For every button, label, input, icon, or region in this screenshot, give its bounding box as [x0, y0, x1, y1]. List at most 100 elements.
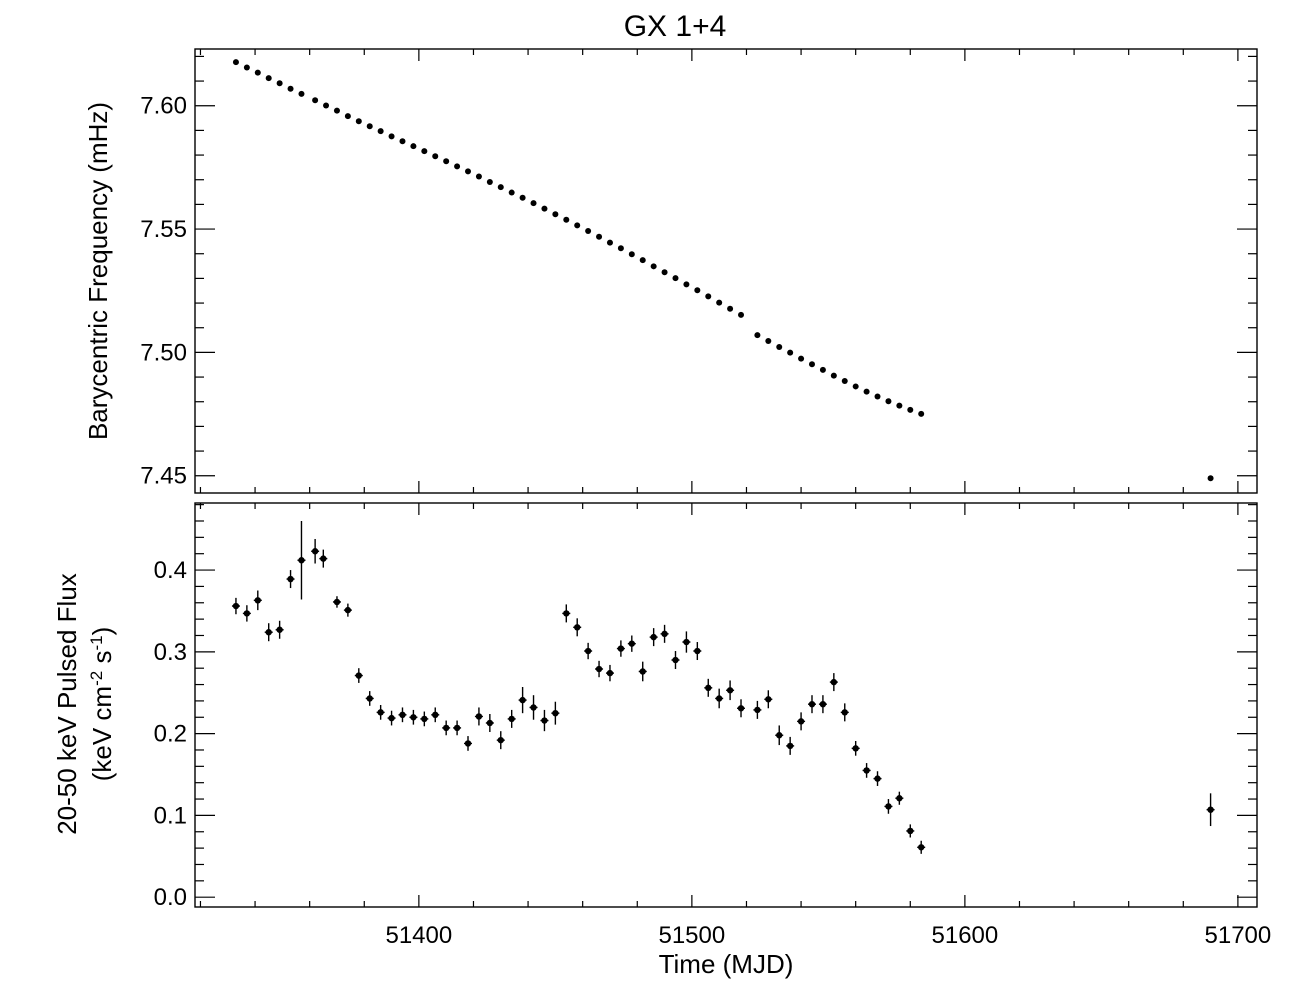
- frequency-point: [683, 281, 690, 288]
- frequency-point: [650, 263, 657, 270]
- flux-point: [705, 684, 712, 692]
- flux-point: [852, 745, 859, 752]
- x-tick-label: 51700: [1205, 922, 1272, 949]
- flux-point: [486, 719, 494, 727]
- frequency-point: [705, 293, 712, 300]
- frequency-point: [355, 118, 362, 125]
- frequency-point: [754, 332, 761, 339]
- flux-point: [497, 736, 504, 744]
- frequency-point: [574, 222, 581, 229]
- flux-point: [399, 711, 406, 719]
- flux-point: [276, 626, 283, 633]
- flux-point: [584, 647, 592, 655]
- flux-point: [298, 557, 305, 564]
- x-axis-title: Time (MJD): [659, 949, 794, 979]
- flux-point: [765, 696, 772, 703]
- frequency-point: [1207, 475, 1214, 482]
- bottom-panel-frame: [194, 502, 1258, 908]
- flux-point: [661, 630, 668, 638]
- flux-point: [541, 717, 548, 724]
- flux-point: [287, 575, 294, 583]
- flux-point: [519, 696, 526, 704]
- frequency-point: [486, 178, 493, 185]
- flux-point: [366, 695, 373, 702]
- flux-point: [808, 700, 816, 708]
- flux-point: [320, 555, 327, 562]
- frequency-point: [885, 398, 892, 405]
- flux-point: [432, 711, 439, 719]
- flux-point: [377, 709, 384, 716]
- frequency-point: [694, 287, 701, 294]
- frequency-point: [672, 275, 679, 282]
- frequency-point: [606, 239, 613, 246]
- flux-point: [672, 656, 679, 664]
- frequency-point: [617, 245, 624, 252]
- top-y-axis: 7.45 7.50 7.55 7.60: [140, 55, 1257, 490]
- frequency-point: [541, 205, 548, 212]
- frequency-point: [254, 69, 261, 76]
- frequency-point: [563, 216, 570, 223]
- frequency-point: [475, 173, 482, 180]
- flux-point: [830, 678, 838, 686]
- frequency-point: [530, 200, 537, 207]
- bottom-y-axis-title: 20-50 keV Pulsed Flux: [52, 573, 82, 835]
- frequency-point: [765, 338, 772, 345]
- frequency-point: [421, 148, 428, 155]
- frequency-point: [333, 107, 340, 114]
- flux-point: [776, 732, 783, 739]
- flux-point: [344, 606, 352, 614]
- frequency-point: [585, 228, 592, 235]
- frequency-point: [323, 102, 330, 109]
- frequency-point: [366, 123, 373, 130]
- frequency-point: [918, 410, 925, 417]
- top-panel-frame: [194, 48, 1258, 494]
- x-tick-label: 51500: [658, 922, 725, 949]
- top-x-ticks: [199, 49, 1239, 493]
- flux-point: [874, 775, 881, 782]
- flux-point: [333, 598, 341, 606]
- flux-point: [311, 548, 319, 555]
- pulsed-flux-series: [231, 520, 1215, 854]
- frequency-point: [519, 194, 526, 201]
- flux-point: [737, 705, 745, 712]
- flux-point: [606, 669, 614, 677]
- bottom-y-axis-units: (keV cm-2 s-1): [87, 627, 117, 782]
- y-tick-label: 7.55: [140, 216, 187, 243]
- units-exp-2: -1: [87, 635, 106, 650]
- frequency-point: [287, 85, 294, 92]
- frequency-point: [639, 257, 646, 264]
- flux-point: [918, 844, 925, 851]
- flux-point: [896, 795, 903, 802]
- flux-point: [421, 715, 428, 723]
- flux-point: [863, 767, 870, 774]
- flux-point: [907, 827, 914, 835]
- frequency-point: [738, 311, 745, 318]
- flux-point: [650, 633, 657, 641]
- frequency-point: [432, 153, 439, 160]
- flux-point: [243, 610, 251, 617]
- units-part-2: s: [87, 651, 117, 671]
- flux-point: [683, 638, 690, 646]
- units-part-3: ): [87, 627, 117, 636]
- frequency-point: [388, 133, 395, 140]
- x-tick-label: 51600: [932, 922, 999, 949]
- frequency-point: [852, 383, 859, 390]
- frequency-point: [907, 406, 914, 413]
- frequency-point: [243, 64, 250, 71]
- flux-point: [453, 724, 461, 732]
- y-tick-label: 0.1: [154, 802, 187, 829]
- flux-point: [388, 714, 395, 722]
- top-y-axis-title: Barycentric Frequency (mHz): [83, 102, 113, 440]
- x-tick-label: 51400: [385, 922, 452, 949]
- units-part-1: (keV cm: [87, 686, 117, 781]
- frequency-point: [808, 361, 815, 368]
- bottom-panel: 0.0 0.1 0.2 0.3 0.4 51400 51500 51600 51700 20-…: [52, 502, 1272, 979]
- frequency-point: [787, 349, 794, 356]
- frequency-point: [454, 163, 461, 170]
- frequency-series: [232, 59, 1214, 482]
- flux-point: [885, 803, 892, 810]
- flux-point: [1207, 806, 1214, 813]
- flux-point: [841, 709, 848, 716]
- flux-point: [628, 640, 636, 647]
